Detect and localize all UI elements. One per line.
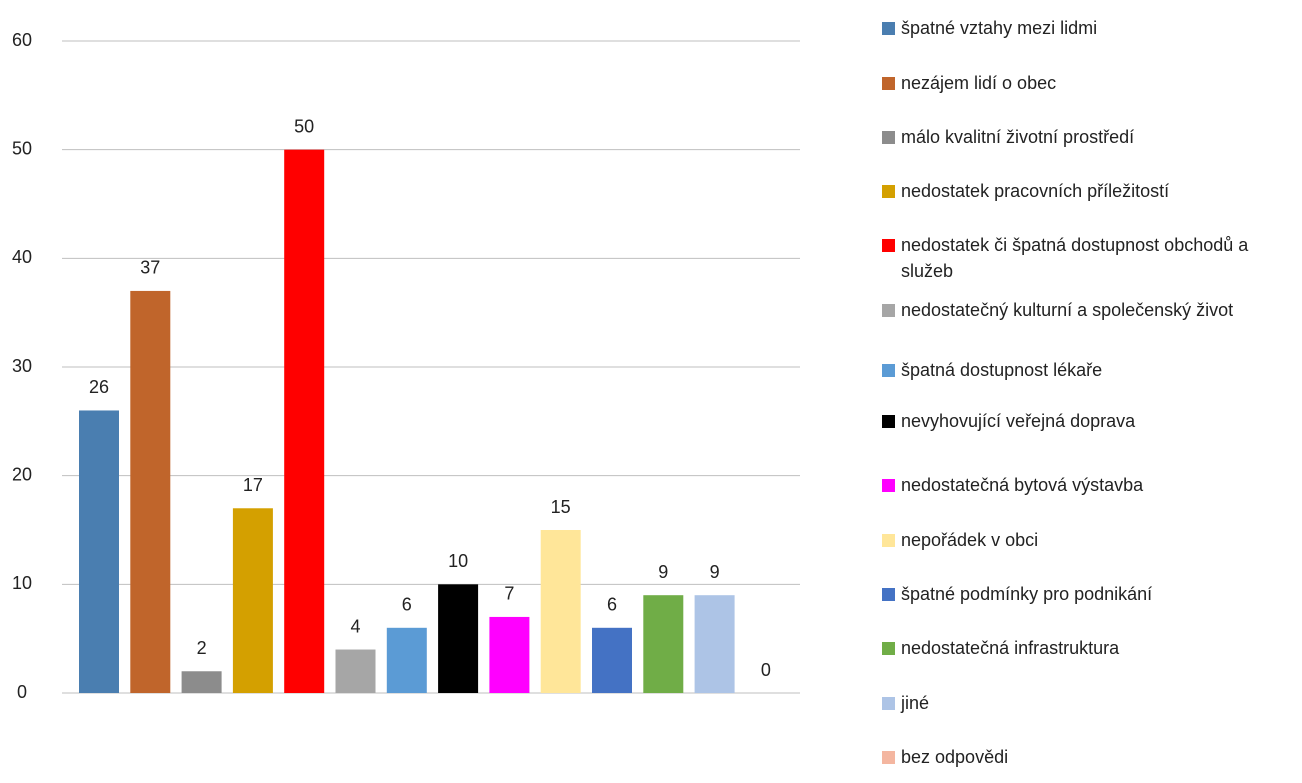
bar (335, 649, 376, 693)
legend-label: jiné (901, 693, 930, 713)
value-label: 37 (140, 258, 160, 278)
y-tick-label: 10 (12, 573, 32, 593)
bar (79, 410, 119, 693)
bar (130, 290, 171, 693)
value-label: 6 (402, 595, 412, 615)
legend-item: špatná dostupnost lékaře (882, 357, 1300, 383)
legend-swatch (882, 304, 895, 317)
bar (643, 595, 684, 693)
legend-item: špatné vztahy mezi lidmi (882, 15, 1300, 41)
bar (386, 627, 427, 693)
value-label: 10 (448, 551, 468, 571)
legend-item: nedostatek či špatná dostupnost obchodů … (882, 232, 1300, 284)
y-tick-label: 20 (12, 464, 32, 484)
legend-swatch (882, 479, 895, 492)
legend-item: nedostatek pracovních příležitostí (882, 178, 1300, 204)
legend-swatch (882, 185, 895, 198)
y-tick-label: 50 (12, 138, 32, 158)
value-label: 50 (294, 116, 314, 136)
value-label: 4 (350, 616, 360, 636)
legend-label: nedostatek pracovních příležitostí (901, 181, 1170, 201)
legend-item: nedostatečný kulturní a společenský živo… (882, 297, 1300, 323)
bar (489, 616, 530, 693)
legend-swatch (882, 751, 895, 764)
legend-swatch (882, 364, 895, 377)
value-label: 17 (243, 475, 263, 495)
legend-label: nedostatečná infrastruktura (901, 638, 1120, 658)
legend-item: špatné podmínky pro podnikání (882, 581, 1300, 607)
value-label: 26 (89, 377, 109, 397)
value-label: 9 (658, 562, 668, 582)
bar (438, 584, 479, 693)
bar (232, 508, 273, 693)
bar (592, 627, 632, 693)
legend-label: nezájem lidí o obec (901, 73, 1057, 93)
y-tick-label: 30 (12, 356, 32, 376)
legend-label: nedostatek či špatná dostupnost obchodů … (901, 235, 1249, 281)
y-tick-label: 40 (12, 247, 32, 267)
value-label: 0 (761, 660, 771, 680)
legend-label: nedostatečná bytová výstavba (901, 475, 1144, 495)
legend-item: nezájem lidí o obec (882, 70, 1300, 96)
y-tick-label: 0 (17, 682, 27, 702)
value-label: 2 (197, 638, 207, 658)
legend-swatch (882, 534, 895, 547)
value-label: 9 (710, 562, 720, 582)
bar (181, 671, 222, 693)
legend-label: nedostatečný kulturní a společenský živo… (901, 300, 1234, 320)
legend-item: nedostatečná bytová výstavba (882, 472, 1300, 498)
legend-swatch (882, 77, 895, 90)
legend-label: špatné podmínky pro podnikání (901, 584, 1153, 604)
legend-swatch (882, 415, 895, 428)
y-tick-label: 60 (12, 30, 32, 50)
legend-label: málo kvalitní životní prostředí (901, 127, 1135, 147)
legend-swatch (882, 588, 895, 601)
legend-swatch (882, 131, 895, 144)
legend-swatch (882, 239, 895, 252)
value-label: 15 (551, 497, 571, 517)
value-label: 7 (504, 584, 514, 604)
legend-item: bez odpovědi (882, 744, 1300, 770)
legend-swatch (882, 642, 895, 655)
legend-swatch (882, 22, 895, 35)
legend-label: špatné vztahy mezi lidmi (901, 18, 1098, 38)
legend-item: nevyhovující veřejná doprava (882, 408, 1300, 434)
legend-item: málo kvalitní životní prostředí (882, 124, 1300, 150)
legend-label: nepořádek v obci (901, 530, 1039, 550)
bar (694, 595, 735, 693)
plot: 0 10 20 30 40 50 60 26 37 2 17 50 4 6 10 7 15 6 9 9 0 (12, 30, 800, 702)
value-label: 6 (607, 595, 617, 615)
legend-swatch (882, 697, 895, 710)
legend-item: jiné (882, 690, 1300, 716)
legend-item: nepořádek v obci (882, 527, 1300, 553)
bar (540, 530, 581, 693)
legend-label: nevyhovující veřejná doprava (901, 411, 1136, 431)
bar (284, 149, 325, 693)
legend-item: nedostatečná infrastruktura (882, 635, 1300, 661)
legend-label: bez odpovědi (901, 747, 1009, 767)
legend-label: špatná dostupnost lékaře (901, 360, 1103, 380)
